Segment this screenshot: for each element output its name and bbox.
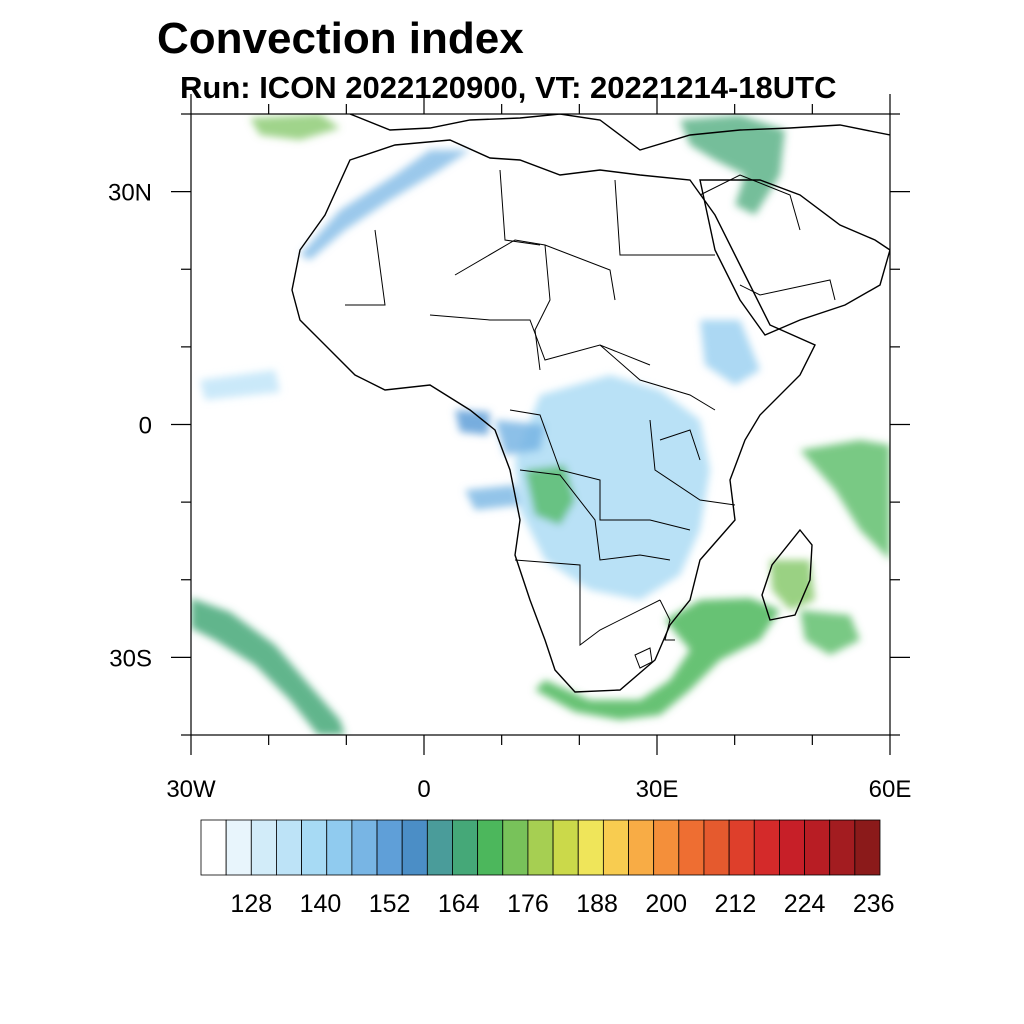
chart-title: Convection index — [157, 14, 524, 63]
colorbar-box — [250, 819, 277, 876]
colorbar-label: 152 — [369, 890, 411, 918]
border-line — [534, 244, 551, 371]
colorbar-box — [276, 819, 302, 876]
convection-atlantic-west — [200, 370, 280, 400]
lon-tick-label: 0 — [417, 776, 430, 803]
colorbar-box — [326, 819, 353, 876]
europe-coastline — [349, 114, 890, 151]
colorbar-label: 140 — [300, 890, 342, 918]
colorbar-box — [301, 819, 328, 876]
convection-gabon — [455, 410, 490, 435]
colorbar-label: 236 — [853, 890, 895, 918]
arabia-coastline — [699, 179, 890, 336]
colorbar-box — [653, 819, 680, 876]
border-line — [634, 647, 653, 669]
colorbar-box — [753, 819, 780, 876]
convection-atlantic-streak — [191, 598, 345, 735]
colorbar-box — [804, 819, 831, 876]
colorbar-label: 128 — [230, 890, 272, 918]
madagascar-coastline — [761, 528, 813, 621]
border-line — [659, 599, 675, 641]
chart-subtitle: Run: ICON 2022120900, VT: 20221214-18UTC — [180, 70, 837, 105]
colorbar-box — [351, 819, 378, 876]
convection-angola — [525, 465, 575, 525]
colorbar-label: 224 — [784, 890, 826, 918]
lon-tick-label: 30E — [636, 776, 679, 803]
convection-field — [191, 114, 890, 735]
lon-tick-label: 30W — [166, 776, 216, 803]
border-line — [739, 279, 836, 301]
colorbar-box — [854, 819, 881, 876]
convection-indian-ocean-south — [800, 610, 860, 655]
convection-north-africa-band — [300, 150, 470, 260]
border-line — [699, 174, 801, 231]
border-line — [599, 344, 716, 411]
colorbar-box — [552, 819, 579, 876]
border-line — [509, 409, 691, 531]
axis-tick-labels: 30W 0 30E 60E 30N 0 30S — [108, 180, 911, 803]
border-line — [499, 169, 541, 246]
colorbar-label: 200 — [645, 890, 687, 918]
convection-sw-offshore — [465, 485, 520, 510]
border-line — [649, 419, 736, 506]
colorbar-box — [577, 819, 604, 876]
border-line — [614, 179, 715, 256]
lat-tick-label: 30S — [109, 645, 152, 672]
country-borders — [345, 169, 836, 669]
border-line — [345, 229, 386, 306]
colorbar-box — [527, 819, 554, 876]
colorbar-label: 212 — [715, 890, 757, 918]
convection-central-africa — [515, 375, 710, 600]
colorbar-box — [678, 819, 705, 876]
convection-mozambique-band — [535, 598, 780, 720]
colorbar-box — [452, 819, 479, 876]
convection-madagascar — [770, 560, 815, 610]
coastlines — [291, 114, 890, 693]
colorbar-label: 188 — [576, 890, 618, 918]
convection-east-africa — [700, 320, 760, 385]
colorbar-box — [703, 819, 730, 876]
colorbar: 128 140 152 164 176 188 200 212 224 236 — [200, 819, 895, 918]
colorbar-box — [376, 819, 403, 876]
colorbar-box — [477, 819, 504, 876]
convection-indian-ocean-east — [800, 440, 890, 560]
colorbar-box — [779, 819, 805, 876]
colorbar-box — [200, 819, 227, 876]
africa-coastline — [291, 139, 816, 693]
colorbar-box — [401, 819, 428, 876]
border-line — [429, 314, 651, 366]
colorbar-label: 176 — [507, 890, 549, 918]
colorbar-box — [502, 819, 529, 876]
lat-tick-label: 30N — [108, 180, 152, 207]
colorbar-box — [426, 819, 453, 876]
border-line — [659, 429, 701, 461]
colorbar-box — [829, 819, 856, 876]
axis-ticks — [171, 94, 910, 755]
colorbar-box — [728, 819, 755, 876]
colorbar-box — [628, 819, 655, 876]
lat-tick-label: 0 — [139, 413, 152, 440]
colorbar-box — [602, 819, 629, 876]
convection-nw-corner — [250, 114, 340, 140]
colorbar-label: 164 — [438, 890, 480, 918]
border-line — [519, 469, 671, 561]
border-line — [514, 559, 661, 646]
lon-tick-label: 60E — [869, 776, 912, 803]
convection-congo — [495, 420, 545, 455]
border-line — [454, 239, 616, 301]
convection-eastern-med — [680, 115, 785, 215]
colorbar-box — [225, 819, 252, 876]
